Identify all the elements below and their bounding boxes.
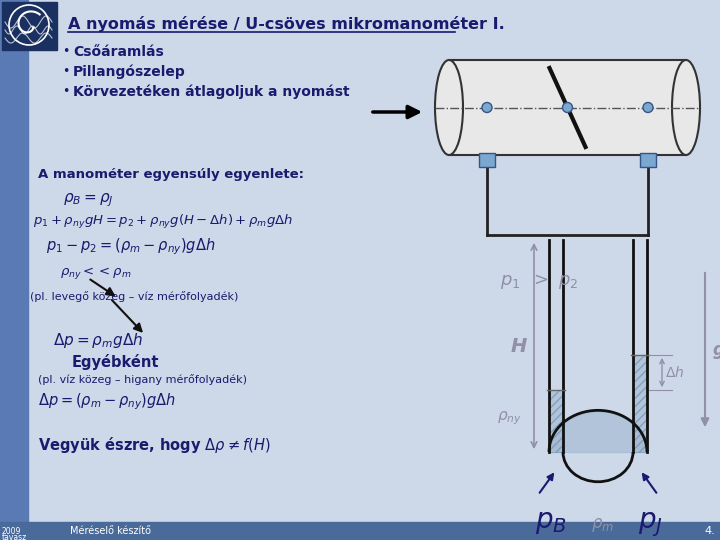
Bar — [479, 153, 495, 167]
Text: (pl. víz közeg – higany mérőfolyadék): (pl. víz közeg – higany mérőfolyadék) — [38, 374, 247, 385]
Text: Méréselő készítő: Méréselő készítő — [70, 526, 151, 536]
Bar — [2, 2, 57, 50]
Text: >: > — [533, 271, 548, 289]
Text: A manométer egyensúly egyenlete:: A manométer egyensúly egyenlete: — [38, 168, 304, 181]
Text: $\rho_{ny} << \rho_m$: $\rho_{ny} << \rho_m$ — [60, 265, 132, 281]
Text: Vegyük észre, hogy $\Delta\rho \neq f(H)$: Vegyük észre, hogy $\Delta\rho \neq f(H)… — [38, 435, 271, 455]
Text: Körvezetéken átlagoljuk a nyomást: Körvezetéken átlagoljuk a nyomást — [73, 85, 350, 99]
Text: $p_2$: $p_2$ — [558, 273, 578, 291]
Text: $p_1$: $p_1$ — [500, 273, 521, 291]
Circle shape — [482, 103, 492, 112]
Text: $\rho_m$: $\rho_m$ — [591, 516, 615, 534]
Text: $\rho_B = \rho_J$: $\rho_B = \rho_J$ — [63, 191, 114, 208]
Bar — [640, 153, 656, 167]
Ellipse shape — [672, 60, 700, 155]
Text: (pl. levegő közeg – víz mérőfolyadék): (pl. levegő közeg – víz mérőfolyadék) — [30, 291, 238, 302]
Text: Egyébként: Egyébként — [71, 354, 158, 370]
Text: 4.: 4. — [704, 526, 715, 536]
Bar — [550, 390, 562, 452]
Text: $\rho_{ny}$: $\rho_{ny}$ — [497, 409, 522, 427]
Text: g: g — [713, 341, 720, 359]
Circle shape — [562, 103, 572, 112]
Text: $\Delta p = (\rho_m - \rho_{ny})g\Delta h$: $\Delta p = (\rho_m - \rho_{ny})g\Delta … — [38, 391, 176, 411]
Bar — [634, 355, 646, 452]
Text: •: • — [62, 65, 69, 78]
Text: H: H — [510, 336, 527, 355]
Text: $p_J$: $p_J$ — [637, 510, 662, 539]
Text: $\Delta p = \rho_m g\Delta h$: $\Delta p = \rho_m g\Delta h$ — [53, 331, 143, 350]
Text: $p_1 - p_2 = (\rho_m - \rho_{ny})g\Delta h$: $p_1 - p_2 = (\rho_m - \rho_{ny})g\Delta… — [46, 236, 215, 256]
Text: $p_B$: $p_B$ — [535, 508, 567, 536]
Text: A nyomás mérése / U-csöves mikromanométer I.: A nyomás mérése / U-csöves mikromanométe… — [68, 16, 505, 32]
Text: tavasz: tavasz — [2, 532, 27, 540]
Bar — [0, 0, 28, 540]
Text: •: • — [62, 45, 69, 58]
Text: •: • — [62, 85, 69, 98]
Text: Csőáramlás: Csőáramlás — [73, 45, 163, 59]
Circle shape — [643, 103, 653, 112]
Text: $p_1 + \rho_{ny}gH = p_2 + \rho_{ny}g(H-\Delta h)+\rho_m g\Delta h$: $p_1 + \rho_{ny}gH = p_2 + \rho_{ny}g(H-… — [33, 213, 293, 231]
Text: $\Delta h$: $\Delta h$ — [665, 365, 684, 380]
Text: Pillangószelep: Pillangószelep — [73, 65, 186, 79]
Text: 2009: 2009 — [2, 526, 22, 536]
Bar — [449, 60, 686, 155]
Ellipse shape — [435, 60, 463, 155]
Bar — [0, 522, 720, 540]
